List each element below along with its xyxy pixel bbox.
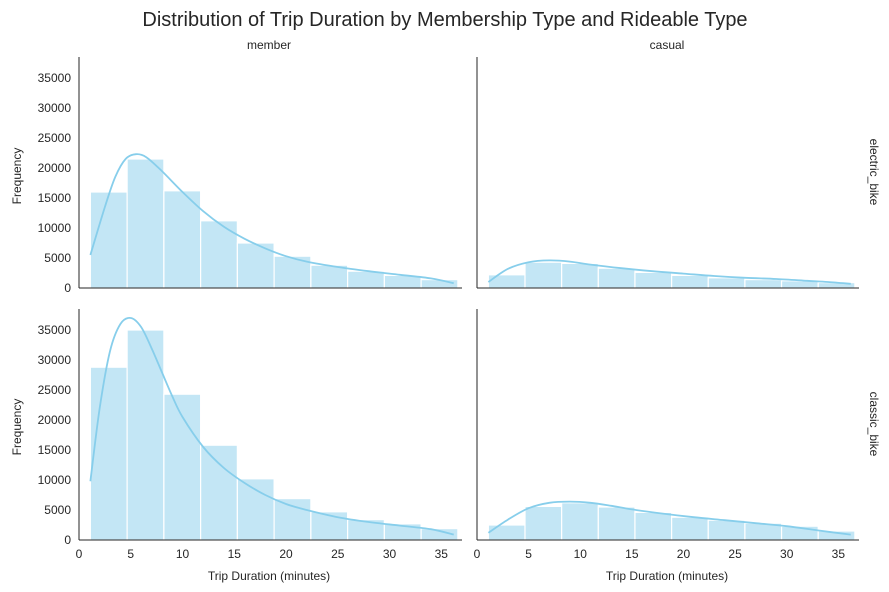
histogram-bar — [524, 261, 563, 289]
x-tick-label: 20 — [279, 547, 293, 561]
histogram-bar — [707, 277, 746, 289]
y-tick-label: 20000 — [38, 161, 72, 175]
histogram-bar — [200, 444, 238, 541]
x-tick-label: 30 — [383, 547, 397, 561]
y-tick-label: 10000 — [38, 221, 72, 235]
x-tick-label: 30 — [780, 547, 794, 561]
kde-curve — [89, 316, 454, 536]
x-tick-label: 15 — [228, 547, 242, 561]
y-tick-label: 35000 — [38, 71, 72, 85]
x-tick-label: 0 — [474, 547, 481, 561]
histogram-bar — [89, 191, 128, 289]
histogram-bar — [561, 262, 599, 289]
y-tick-label: 0 — [64, 281, 71, 295]
y-tick-label: 15000 — [38, 191, 72, 205]
histogram-bar — [487, 524, 526, 541]
kde-curve — [487, 259, 851, 285]
histogram-bar — [236, 478, 275, 541]
y-tick-label: 5000 — [44, 503, 71, 517]
x-tick-label: 20 — [677, 547, 691, 561]
panels-layer: 0500010000150002000025000300003500005000… — [38, 57, 859, 561]
column-title-casual: casual — [650, 38, 685, 52]
histogram-bar — [561, 502, 599, 541]
histogram-bar — [707, 519, 746, 541]
row-title-classic-bike: classic_bike — [867, 392, 881, 457]
chart-title: Distribution of Trip Duration by Members… — [142, 9, 747, 31]
histogram-bar — [634, 271, 673, 289]
kde-curve — [89, 153, 454, 285]
y-tick-label: 15000 — [38, 443, 72, 457]
x-axis-label-casual: Trip Duration (minutes) — [606, 569, 728, 583]
histogram-bar — [89, 366, 128, 541]
histogram-bar — [524, 505, 563, 541]
column-title-member: member — [247, 38, 291, 52]
x-tick-label: 35 — [435, 547, 449, 561]
x-tick-label: 10 — [176, 547, 190, 561]
histogram-bar — [597, 267, 636, 289]
histogram-bar — [347, 270, 385, 289]
x-tick-label: 35 — [832, 547, 846, 561]
panel-casual-classic-bike: 0 5 10 15 20 25 30 35 — [474, 309, 859, 561]
x-axis-label-member: Trip Duration (minutes) — [208, 569, 330, 583]
panel-member-electric-bike: 0 5000 10000 15000 20000 25000 30000 35000 — [38, 57, 462, 295]
y-tick-label: 30000 — [38, 353, 72, 367]
x-tick-label: 15 — [625, 547, 639, 561]
y-tick-label: 10000 — [38, 473, 72, 487]
panel-casual-electric-bike — [476, 57, 859, 289]
histogram-bar — [597, 506, 636, 541]
x-tick-label: 5 — [525, 547, 532, 561]
x-tick-label: 10 — [574, 547, 588, 561]
histogram-bar — [487, 274, 526, 289]
histogram-bar — [744, 279, 783, 289]
histogram-bar — [126, 158, 165, 289]
panel-member-classic-bike: 0 5000 10000 15000 20000 25000 30000 35000 0 5 10 1… — [38, 309, 462, 561]
x-tick-label: 0 — [76, 547, 83, 561]
histogram-bar — [671, 516, 709, 541]
y-tick-label: 20000 — [38, 413, 72, 427]
histogram-bar — [163, 190, 202, 289]
y-axis-label-bottom: Frequency — [10, 399, 24, 456]
y-tick-label: 30000 — [38, 101, 72, 115]
y-axis-label-top: Frequency — [10, 148, 24, 205]
y-tick-label: 25000 — [38, 383, 72, 397]
y-tick-label: 35000 — [38, 323, 72, 337]
histogram-bar — [310, 264, 349, 289]
y-tick-label: 5000 — [44, 251, 71, 265]
histogram-bar — [273, 498, 312, 541]
histogram-bar — [671, 274, 709, 289]
x-tick-label: 25 — [728, 547, 742, 561]
x-tick-label: 25 — [331, 547, 345, 561]
x-tick-label: 5 — [127, 547, 134, 561]
histogram-bar — [236, 242, 275, 289]
row-title-electric-bike: electric_bike — [867, 139, 881, 206]
y-tick-label: 25000 — [38, 131, 72, 145]
kde-curve — [487, 500, 851, 536]
y-tick-label: 0 — [64, 533, 71, 547]
histogram-bar — [634, 511, 673, 541]
histogram-bar — [126, 329, 165, 541]
